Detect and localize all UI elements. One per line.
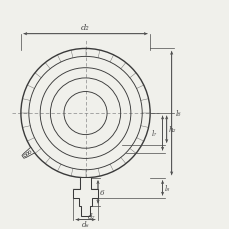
Text: h₂: h₂ bbox=[168, 126, 175, 134]
Text: d₇: d₇ bbox=[87, 212, 95, 220]
Text: d₆: d₆ bbox=[82, 220, 89, 228]
Text: d₂: d₂ bbox=[81, 24, 90, 32]
Text: l₆: l₆ bbox=[174, 110, 180, 117]
Text: l₈: l₈ bbox=[164, 184, 169, 192]
Text: l₇: l₇ bbox=[151, 130, 156, 137]
Polygon shape bbox=[22, 148, 34, 159]
Polygon shape bbox=[73, 177, 98, 216]
Text: 6: 6 bbox=[99, 188, 104, 196]
